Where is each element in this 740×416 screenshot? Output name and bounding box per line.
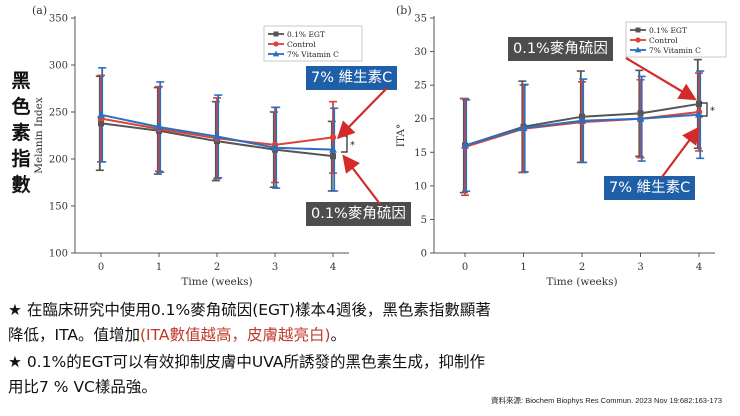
x-tick-label: 1 xyxy=(520,262,526,273)
data-point xyxy=(329,134,337,141)
note-line-3: ★ 0.1%的EGT可以有效抑制皮膚中UVA所誘發的黑色素生成，抑制作 xyxy=(8,353,485,371)
side-title: 黑 色 素 指 數 xyxy=(8,68,34,198)
callout-a-egt: 0.1%麥角硫因 xyxy=(306,202,411,226)
legend-marker xyxy=(634,46,642,53)
y-tick-label: 350 xyxy=(49,14,68,25)
data-point xyxy=(330,153,336,160)
y-tick-label: 15 xyxy=(414,148,427,159)
y-tick-label: 30 xyxy=(414,47,427,58)
side-title-char: 黑 xyxy=(11,70,31,92)
side-title-char: 素 xyxy=(11,122,31,144)
source-citation: 資料來源: Biochem Biophys Res Commun. 2023 N… xyxy=(491,396,722,405)
y-tick-label: 5 xyxy=(421,215,427,226)
legend-label: 0.1% EGT xyxy=(287,30,325,39)
significance-bracket xyxy=(701,102,708,117)
data-point xyxy=(271,143,279,151)
data-point xyxy=(696,100,702,107)
y-tick-label: 10 xyxy=(414,181,427,192)
y-tick-label: 0 xyxy=(421,249,427,260)
side-title-char: 數 xyxy=(11,174,31,196)
panel-label: (b) xyxy=(396,4,412,17)
note-line-2-red: (ITA數值越高，皮膚越亮白) xyxy=(139,326,331,344)
legend-marker xyxy=(635,37,641,43)
side-title-char: 色 xyxy=(11,96,31,118)
significance-mark: * xyxy=(710,106,715,117)
y-tick-label: 300 xyxy=(49,61,68,72)
x-tick-label: 4 xyxy=(330,262,336,273)
x-axis-label: Time (weeks) xyxy=(181,276,252,288)
significance-mark: * xyxy=(350,140,355,151)
callout-b-egt: 0.1%麥角硫因 xyxy=(508,37,613,61)
x-tick-label: 3 xyxy=(637,262,643,273)
callout-a-vitamin-c: 7% 維生素C xyxy=(306,66,398,90)
legend-label: Control xyxy=(287,40,316,49)
data-point xyxy=(579,113,585,120)
x-axis-label: Time (weeks) xyxy=(546,276,617,288)
x-tick-label: 1 xyxy=(156,262,162,273)
data-point xyxy=(461,141,469,149)
data-point xyxy=(97,110,105,118)
side-title-char: 指 xyxy=(11,148,31,170)
chart-melanin-index: (a) 100 150 200 250 300 350 0 1 2 3 4 Time (weeks) Me… xyxy=(32,4,363,288)
note-line-2: 降低，ITA。值增加(ITA數值越高，皮膚越亮白)。 xyxy=(8,323,688,347)
note-line-2-suffix: 。 xyxy=(330,326,347,344)
data-point xyxy=(155,123,163,131)
y-tick-label: 100 xyxy=(49,249,68,260)
callout-b-vitamin-c: 7% 維生素C xyxy=(604,176,696,200)
x-tick-label: 0 xyxy=(462,262,468,273)
data-point xyxy=(519,124,528,132)
legend-label: Control xyxy=(649,36,678,45)
note-line-2-prefix: 降低，ITA。值增加 xyxy=(8,326,140,344)
x-tick-label: 2 xyxy=(214,262,220,273)
significance-bracket xyxy=(341,135,348,153)
x-tick-label: 4 xyxy=(696,262,702,273)
note-line-1: ★ 在臨床研究中使用0.1%麥角硫因(EGT)樣本4週後，黑色素指數顯著 xyxy=(8,301,491,319)
data-point xyxy=(98,120,104,127)
legend-marker xyxy=(273,41,279,47)
note-line-4: 用比7 % VC樣品強。 xyxy=(8,378,157,396)
data-point xyxy=(213,132,221,140)
y-tick-label: 150 xyxy=(49,202,68,213)
data-point xyxy=(329,145,337,153)
data-point xyxy=(637,110,644,117)
data-point xyxy=(578,116,586,124)
y-tick-label: 250 xyxy=(49,108,68,119)
legend-label: 7% Vitamin C xyxy=(649,46,701,55)
legend-label: 7% Vitamin C xyxy=(287,50,339,59)
y-tick-label: 35 xyxy=(414,14,427,25)
y-axis-label: Melanin Index xyxy=(33,97,45,174)
legend-marker xyxy=(635,27,641,33)
data-point xyxy=(636,114,645,122)
legend-marker xyxy=(273,31,279,37)
panel-label: (a) xyxy=(32,4,47,17)
y-tick-label: 200 xyxy=(49,155,68,166)
x-tick-label: 0 xyxy=(98,262,104,273)
y-tick-label: 25 xyxy=(414,81,427,92)
x-tick-label: 2 xyxy=(579,262,585,273)
y-tick-label: 20 xyxy=(414,114,427,125)
legend-label: 0.1% EGT xyxy=(649,26,687,35)
y-axis-label: ITA° xyxy=(395,124,407,147)
x-tick-label: 3 xyxy=(272,262,278,273)
legend-marker xyxy=(272,50,280,57)
